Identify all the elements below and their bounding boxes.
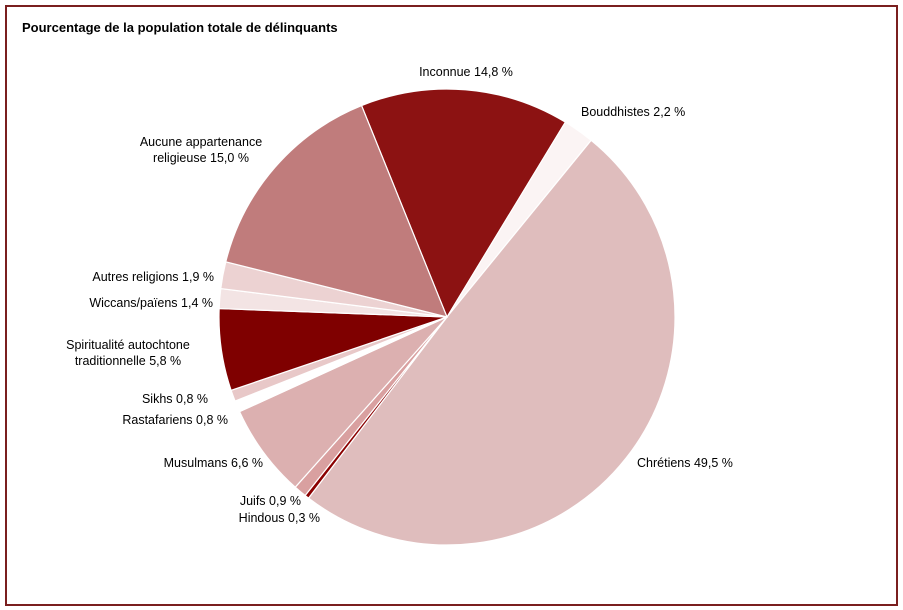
slice-name: Wiccans/païens <box>89 296 178 310</box>
slice-label: Wiccans/païens 1,4 % <box>89 295 213 311</box>
slice-label: Musulmans 6,6 % <box>164 455 263 471</box>
slice-label: Spiritualité autochtone traditionnelle 5… <box>53 337 203 369</box>
slice-name: Rastafariens <box>122 413 193 427</box>
slice-name: Spiritualité autochtone traditionnelle <box>66 338 190 368</box>
slice-name: Chrétiens <box>637 456 691 470</box>
slice-label: Bouddhistes 2,2 % <box>581 104 685 120</box>
slice-name: Inconnue <box>419 65 471 79</box>
slice-label: Hindous 0,3 % <box>239 510 320 526</box>
slice-name: Musulmans <box>163 456 228 470</box>
pie-slice <box>307 139 676 546</box>
slice-label: Sikhs 0,8 % <box>142 391 208 407</box>
slice-value: 0,3 % <box>288 511 320 525</box>
slice-value: 5,8 % <box>149 354 182 368</box>
slice-name: Juifs <box>239 494 266 508</box>
slice-label: Chrétiens 49,5 % <box>637 455 733 471</box>
slice-name: Bouddhistes <box>581 105 650 119</box>
slice-value: 14,8 % <box>474 65 513 79</box>
slice-name: Aucune appartenance religieuse <box>139 135 263 165</box>
slice-value: 15,0 % <box>210 151 249 165</box>
slice-value: 1,4 % <box>181 296 213 310</box>
slice-label: Inconnue 14,8 % <box>419 64 513 80</box>
slice-label: Rastafariens 0,8 % <box>122 412 228 428</box>
pie-slice <box>225 104 448 318</box>
slice-value: 1,9 % <box>182 270 214 284</box>
pie-slice <box>360 88 567 319</box>
slice-value: 2,2 % <box>653 105 686 119</box>
slice-label: Autres religions 1,9 % <box>92 269 214 285</box>
slice-value: 0,9 % <box>269 494 301 508</box>
frame <box>5 5 898 606</box>
slice-label: Aucune appartenance religieuse 15,0 % <box>131 134 271 166</box>
slice-value: 0,8 % <box>196 413 228 427</box>
slice-value: 6,6 % <box>231 456 263 470</box>
slice-name: Autres religions <box>92 270 179 284</box>
slice-value: 49,5 % <box>693 456 733 470</box>
slice-label: Juifs 0,9 % <box>240 493 301 509</box>
slice-name: Sikhs <box>141 392 173 406</box>
slice-value: 0,8 % <box>176 392 208 406</box>
chart-title: Pourcentage de la population totale de d… <box>22 20 338 35</box>
slice-name: Hindous <box>238 511 285 525</box>
